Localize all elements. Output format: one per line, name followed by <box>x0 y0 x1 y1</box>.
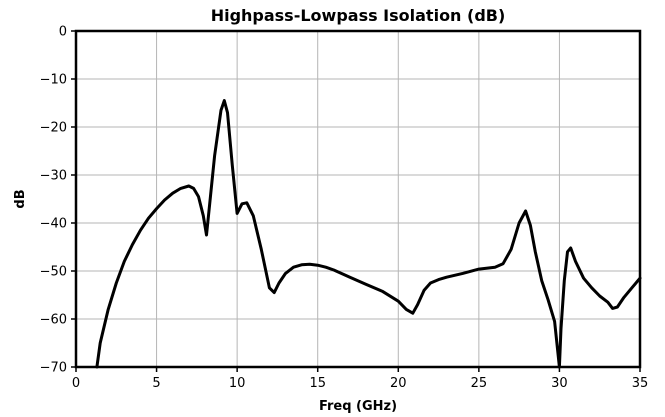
y-tick-label: −20 <box>40 121 67 136</box>
x-tick-label: 35 <box>632 376 649 391</box>
x-tick-label: 10 <box>229 376 246 391</box>
y-axis-label: dB <box>13 189 28 208</box>
y-tick-label: −70 <box>40 361 67 376</box>
axis-ticks: 0 5 10 15 20 25 30 35 0 −10 −20 −30 −40 −50 −60 −70 <box>40 25 649 392</box>
x-tick-label: 20 <box>390 376 407 391</box>
y-tick-label: −10 <box>40 73 67 88</box>
x-axis-label: Freq (GHz) <box>319 399 397 414</box>
y-tick-label: −50 <box>40 265 67 280</box>
y-tick-label: −30 <box>40 169 67 184</box>
y-tick-label: −40 <box>40 217 67 232</box>
series-line <box>95 99 642 369</box>
x-tick-label: 30 <box>551 376 568 391</box>
y-tick-label: 0 <box>59 25 67 40</box>
x-tick-label: 25 <box>471 376 488 391</box>
chart-title: Highpass-Lowpass Isolation (dB) <box>211 6 506 25</box>
y-tick-label: −60 <box>40 313 67 328</box>
x-tick-label: 5 <box>152 376 160 391</box>
x-tick-label: 15 <box>309 376 326 391</box>
x-tick-label: 0 <box>72 376 80 391</box>
plot-frame <box>74 29 642 369</box>
grid <box>75 30 641 368</box>
series-layer <box>95 99 642 369</box>
